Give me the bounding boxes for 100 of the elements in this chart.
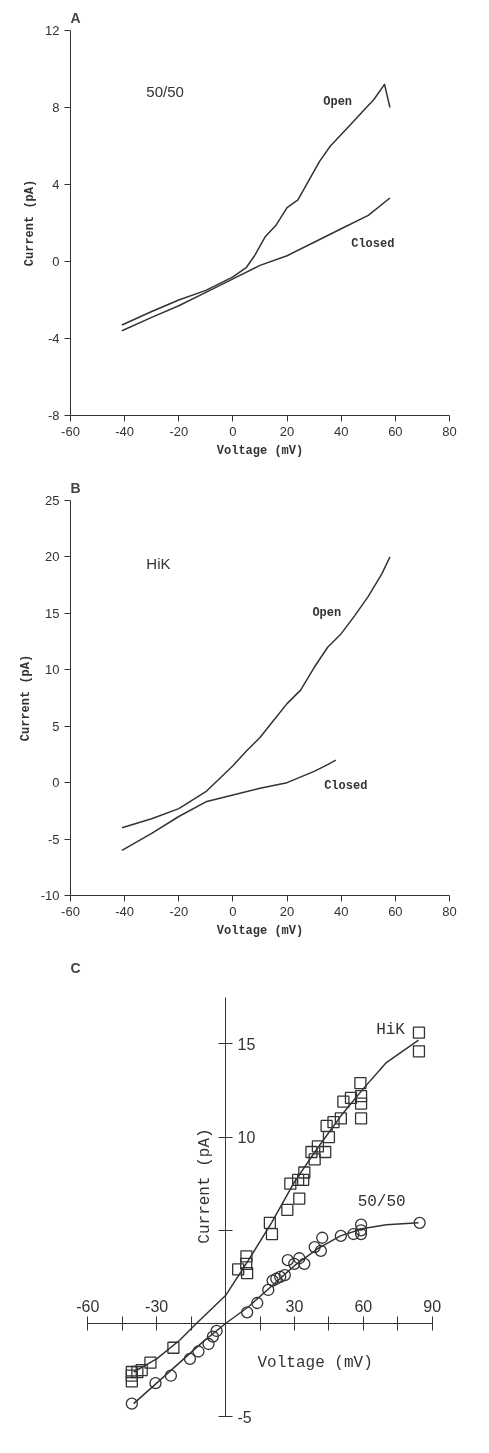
x-tick-label: 40 — [333, 903, 349, 919]
y-tick-label: 12 — [45, 23, 60, 38]
y-tick-label: -8 — [47, 408, 60, 423]
x-tick-label: 30 — [285, 1297, 304, 1315]
x-tick-label: 40 — [333, 423, 349, 439]
point — [293, 1252, 306, 1265]
point — [144, 1356, 157, 1369]
x-tick-label: -60 — [76, 1297, 100, 1315]
point — [354, 1089, 368, 1103]
point — [327, 1116, 340, 1129]
line-series — [121, 556, 391, 829]
point — [270, 1272, 283, 1285]
y-tick-label: 10 — [237, 1129, 256, 1147]
x-tick-label: -30 — [145, 1297, 169, 1315]
point — [308, 1153, 321, 1166]
y-tick-label: -4 — [47, 331, 60, 346]
series-label: 50/50 — [357, 1192, 406, 1211]
point — [334, 1112, 347, 1125]
x-axis-title: Voltage (mV) — [216, 923, 304, 938]
x-tick-label: -40 — [115, 423, 135, 439]
point — [412, 1026, 426, 1039]
point — [293, 1192, 306, 1205]
point — [305, 1145, 318, 1159]
x-axis-title: Voltage (mV) — [257, 1353, 373, 1372]
point — [288, 1257, 301, 1270]
point — [413, 1216, 426, 1229]
x-tick-label: -20 — [169, 903, 189, 919]
point — [274, 1270, 287, 1284]
x-tick-label: 90 — [423, 1297, 442, 1315]
x-tick-label: -40 — [115, 903, 135, 919]
y-tick-label: 0 — [52, 254, 60, 269]
chart-title: A — [70, 9, 81, 26]
x-tick-label: 80 — [442, 423, 457, 439]
point — [291, 1173, 305, 1187]
y-tick-label: 8 — [52, 100, 60, 115]
series-label: HiK — [376, 1021, 406, 1040]
point — [278, 1268, 291, 1282]
point — [265, 1227, 279, 1241]
point — [297, 1173, 310, 1187]
x-axis-title: Voltage (mV) — [216, 443, 304, 458]
point — [354, 1224, 368, 1237]
point — [347, 1227, 360, 1241]
series-label: Open — [312, 605, 342, 620]
point — [412, 1045, 426, 1058]
point — [319, 1145, 332, 1159]
x-tick-label: 80 — [442, 903, 457, 919]
point — [192, 1345, 205, 1358]
point — [240, 1257, 253, 1271]
point — [125, 1365, 138, 1379]
point — [334, 1229, 347, 1243]
point — [308, 1240, 321, 1254]
y-tick-label: -5 — [237, 1408, 252, 1426]
point — [206, 1330, 220, 1343]
x-tick-label: 60 — [354, 1297, 373, 1315]
y-tick-label: 25 — [45, 493, 60, 508]
point — [164, 1369, 178, 1382]
annotation: HiK — [146, 554, 171, 572]
point — [344, 1091, 358, 1105]
point — [266, 1274, 279, 1287]
point — [240, 1250, 253, 1263]
annotation: 50/50 — [146, 82, 184, 100]
x-tick-label: 20 — [279, 423, 295, 439]
point — [320, 1119, 333, 1133]
point — [167, 1341, 180, 1354]
point — [322, 1130, 336, 1144]
y-axis-title: Current (pA) — [23, 179, 38, 267]
point — [131, 1365, 144, 1379]
x-tick-label: -60 — [61, 903, 80, 919]
y-tick-label: 15 — [237, 1035, 256, 1053]
point — [316, 1231, 329, 1244]
y-tick-label: 15 — [45, 605, 60, 621]
point — [240, 1306, 254, 1319]
y-tick-label: 20 — [45, 549, 60, 565]
point — [281, 1253, 294, 1267]
series-label: Closed — [351, 236, 395, 251]
point — [202, 1337, 215, 1351]
point — [125, 1397, 138, 1410]
point — [251, 1296, 264, 1310]
y-tick-label: 0 — [52, 775, 60, 791]
point — [125, 1375, 138, 1388]
y-tick-label: 4 — [52, 177, 60, 192]
point — [354, 1097, 368, 1110]
point — [298, 1257, 311, 1270]
x-tick-label: 60 — [388, 423, 403, 439]
y-tick-label: -5 — [47, 831, 60, 847]
point — [149, 1377, 162, 1390]
y-tick-label: 10 — [45, 662, 60, 678]
x-tick-label: -20 — [169, 423, 189, 439]
point — [210, 1324, 223, 1338]
point — [262, 1283, 275, 1297]
y-axis-title: Current (pA) — [195, 1128, 214, 1244]
y-tick-label: 5 — [52, 718, 60, 734]
point — [354, 1218, 368, 1231]
point — [354, 1112, 368, 1125]
point — [240, 1267, 254, 1280]
point — [311, 1140, 325, 1153]
point — [232, 1263, 245, 1276]
point — [183, 1352, 197, 1366]
y-tick-label: -10 — [40, 888, 60, 903]
point — [263, 1216, 277, 1229]
